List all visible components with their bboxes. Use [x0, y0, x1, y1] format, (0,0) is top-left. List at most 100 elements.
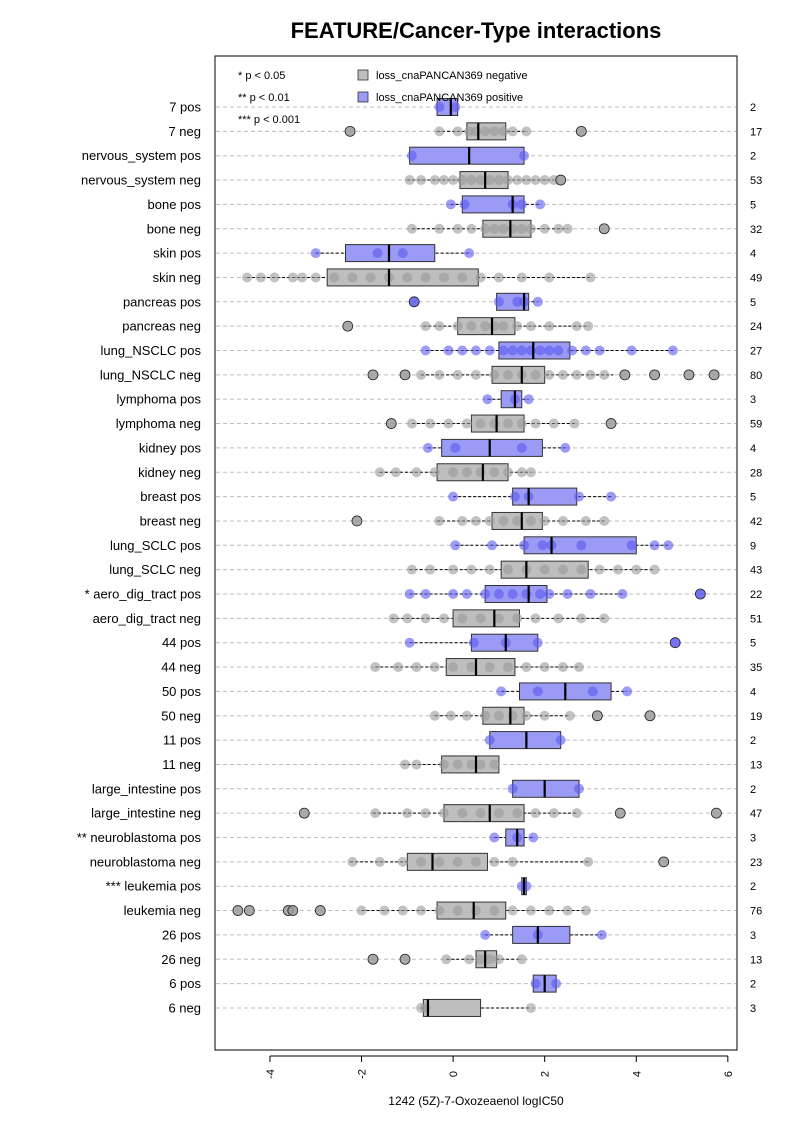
- data-point: [411, 759, 422, 770]
- row-count: 5: [750, 492, 756, 504]
- data-point: [512, 175, 523, 186]
- data-point: [612, 564, 623, 575]
- data-point: [539, 175, 550, 186]
- data-point: [558, 564, 568, 575]
- data-point: [532, 637, 543, 648]
- data-point: [374, 467, 385, 478]
- data-point: [379, 905, 390, 916]
- data-point: [530, 808, 541, 819]
- data-point: [649, 540, 660, 551]
- data-point: [548, 418, 559, 429]
- row-group: [298, 804, 722, 823]
- data-point: [434, 369, 445, 380]
- row-group: [367, 365, 720, 384]
- outlier-point: [669, 637, 681, 649]
- data-point: [583, 856, 594, 867]
- row-count: 3: [750, 930, 756, 942]
- data-point: [434, 102, 445, 112]
- data-point: [507, 126, 518, 137]
- row-count: 13: [750, 759, 762, 771]
- data-point: [516, 199, 527, 210]
- data-point: [532, 296, 543, 307]
- data-point: [420, 1002, 431, 1013]
- data-point: [489, 905, 500, 916]
- data-point: [404, 175, 415, 186]
- box-layer: [232, 98, 722, 1017]
- data-point: [530, 175, 541, 186]
- data-point: [503, 467, 514, 478]
- data-point: [388, 613, 399, 624]
- data-point: [406, 564, 417, 575]
- data-point: [466, 662, 477, 673]
- data-point: [255, 272, 266, 283]
- data-point: [580, 905, 591, 916]
- outlier-point: [385, 418, 397, 429]
- outlier-point: [644, 710, 656, 722]
- data-point: [489, 832, 500, 843]
- data-point: [503, 564, 514, 575]
- iqr-box: [512, 779, 580, 798]
- data-point: [464, 954, 475, 965]
- row-label: large_intestine neg: [91, 806, 201, 821]
- row-count: 3: [750, 1003, 756, 1015]
- data-point: [438, 759, 449, 770]
- data-point: [493, 272, 504, 283]
- data-point: [530, 418, 541, 429]
- data-point: [576, 540, 587, 551]
- row-group: [406, 219, 610, 238]
- row-label: *** leukemia pos: [106, 879, 202, 894]
- row-count: 59: [750, 419, 762, 431]
- outlier-point: [591, 710, 603, 722]
- data-point: [443, 418, 454, 429]
- data-point: [503, 418, 514, 429]
- row-count: 47: [750, 808, 762, 820]
- row-group: [351, 511, 610, 530]
- data-point: [329, 272, 340, 283]
- row-group: [400, 755, 500, 774]
- data-point: [475, 808, 486, 819]
- data-point: [507, 710, 518, 721]
- outlier-point: [298, 807, 310, 819]
- data-point: [521, 589, 532, 599]
- outlier-point: [367, 953, 379, 965]
- data-point: [466, 175, 477, 186]
- data-point: [503, 369, 514, 380]
- data-point: [537, 540, 548, 551]
- data-point: [404, 589, 415, 599]
- row-group: [242, 268, 596, 287]
- data-point: [480, 223, 491, 234]
- data-point: [484, 345, 495, 356]
- data-point: [420, 613, 431, 624]
- data-point: [438, 808, 449, 819]
- row-label: 26 pos: [162, 927, 202, 942]
- row-count: 4: [750, 443, 756, 455]
- row-label: 11 pos: [163, 733, 202, 748]
- row-label: lung_NSCLC neg: [100, 367, 201, 382]
- row-count: 28: [750, 467, 762, 479]
- data-point: [429, 467, 440, 478]
- data-point: [516, 418, 527, 429]
- data-point: [480, 710, 491, 721]
- outlier-point: [694, 588, 706, 600]
- x-tick-label: -4: [265, 1069, 277, 1079]
- iqr-box: [441, 438, 543, 457]
- data-point: [585, 272, 596, 283]
- data-point: [484, 175, 495, 186]
- data-point: [576, 564, 587, 575]
- data-point: [484, 662, 495, 673]
- legend-swatch-positive: [357, 91, 369, 103]
- row-count: 24: [750, 321, 762, 333]
- data-point: [519, 540, 530, 551]
- data-point: [599, 369, 610, 380]
- data-point: [434, 223, 445, 234]
- data-point: [521, 881, 532, 892]
- data-point: [498, 126, 509, 137]
- data-point: [558, 662, 568, 673]
- data-point: [406, 223, 417, 234]
- row-label: neuroblastoma neg: [90, 854, 201, 869]
- data-point: [471, 515, 481, 526]
- data-point: [471, 126, 481, 137]
- row-group: [450, 536, 674, 555]
- data-point: [567, 345, 578, 356]
- row-group: [507, 779, 585, 798]
